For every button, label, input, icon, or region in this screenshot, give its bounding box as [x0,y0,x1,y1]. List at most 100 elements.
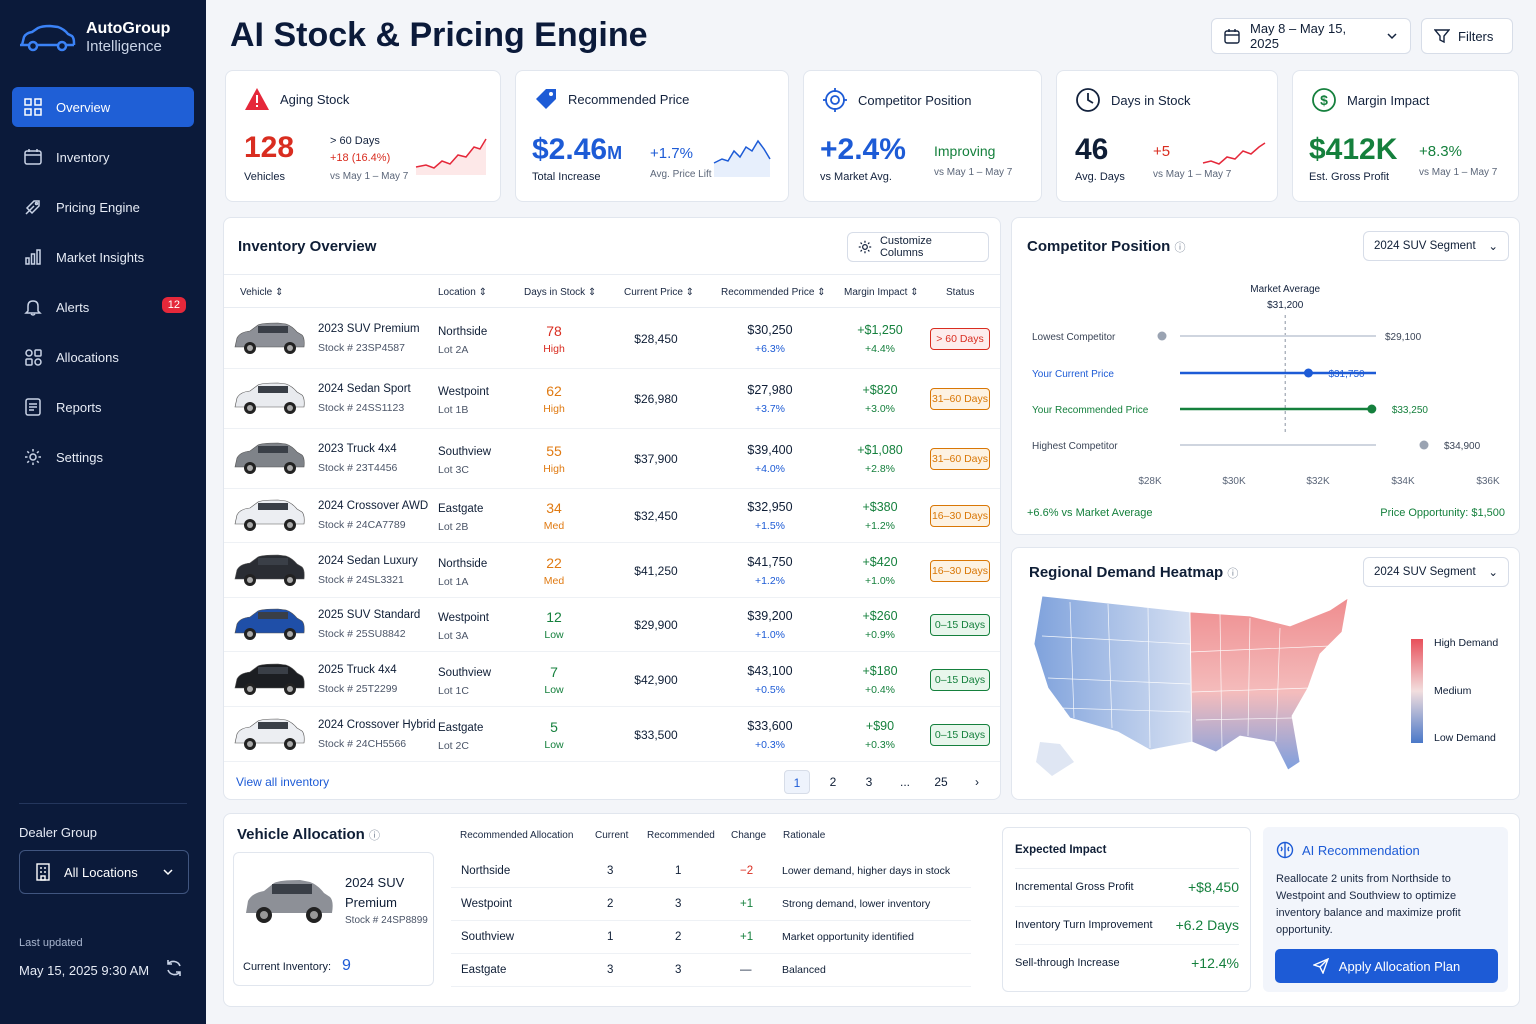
kpi-delta: +18 (16.4%) [330,152,391,164]
page-1[interactable]: 1 [784,770,810,794]
vehicle-location: Eastgate [438,503,484,515]
col-days-in-stock[interactable]: Days in Stock ⇕ [524,287,597,298]
kpi-recommended-price[interactable]: Recommended Price $2.46M Total Increase … [515,70,789,202]
table-row[interactable]: 2023 Truck 4x4 Stock # 23T4456 Southview Lo… [224,429,1000,489]
kpi-days-in-stock[interactable]: Days in Stock 46 Avg. Days +5 vs May 1 –… [1056,70,1278,202]
margin-impact-percent: +0.9% [864,629,896,641]
allocation-recommended: 2 [675,931,682,943]
gear-icon [858,240,872,254]
allocation-row[interactable]: Southview 1 2 +1 Market opportunity identifi… [451,921,971,954]
nav-item-settings[interactable]: Settings [12,437,194,477]
vehicle-lot: Lot 3A [438,630,469,642]
allocation-row[interactable]: Westpoint 2 3 +1 Strong demand, lower invent… [451,888,971,921]
nav-item-alerts[interactable]: Alerts 12 [12,287,194,327]
table-row[interactable]: 2025 SUV Standard Stock # 25SU8842 Westpoi… [224,598,1000,652]
refresh-icon[interactable] [164,958,184,978]
competitor-row-label: Highest Competitor [1032,441,1118,452]
sidebar: AutoGroup Intelligence Overview Inventor… [0,0,206,1024]
recommended-price: $39,200 [747,609,793,623]
vehicle-location: Westpoint [438,386,489,398]
customize-columns-button[interactable]: Customize Columns [847,232,989,262]
kpi-sub: Avg. Days [1075,171,1125,183]
brand-logo[interactable]: AutoGroup Intelligence [18,20,170,56]
allocation-rationale: Market opportunity identified [782,931,914,943]
vehicle-stock: Stock # 24CA7789 [318,519,406,531]
col-margin-impact[interactable]: Margin Impact ⇕ [844,287,919,298]
vehicle-stock: Stock # 23SP4587 [318,342,405,354]
table-row[interactable]: 2023 SUV Premium Stock # 23SP4587 Northsid… [224,309,1000,369]
nav-item-reports[interactable]: Reports [12,387,194,427]
kpi-value: 128 [244,131,295,164]
recommended-price-change: +1.2% [754,574,786,587]
allocation-location: Westpoint [461,898,512,910]
kpi-competitor-position[interactable]: Competitor Position +2.4% vs Market Avg.… [803,70,1042,202]
kpi-compare: vs May 1 – May 7 [1419,167,1498,178]
allocation-recommended: 1 [675,865,682,877]
vehicle-lot: Lot 2C [438,739,469,752]
recommended-price: $39,400 [747,443,793,457]
sparkline-red [1202,142,1266,165]
col-current-price[interactable]: Current Price ⇕ [624,287,695,298]
ai-text: Reallocate 2 units from Northside to Wes… [1276,873,1461,936]
margin-impact-percent: +1.2% [864,520,896,532]
allocation-change: +1 [740,931,754,943]
nav-item-pricing-engine[interactable]: Pricing Engine [12,187,194,227]
table-row[interactable]: 2024 Crossover Hybrid Stock # 24CH5566 Eas… [224,707,1000,762]
page-3[interactable]: 3 [865,775,873,789]
view-all-inventory-link[interactable]: View all inventory [236,775,330,789]
allocation-current: 3 [607,964,614,976]
competitor-segment-select[interactable]: 2024 SUV Segment ⌄ [1363,231,1509,261]
table-row[interactable]: 2025 Truck 4x4 Stock # 25T2299 Southview Lo… [224,652,1000,707]
allocation-vehicle-card[interactable]: 2024 SUV Premium Stock # 24SP8899 Curren… [233,852,434,986]
nav-item-allocations[interactable]: Allocations [12,337,194,377]
chevron-right-icon[interactable]: › [975,775,979,789]
recommended-price-change: +1.0% [754,629,786,641]
nav-item-inventory[interactable]: Inventory [12,137,194,177]
dealer-group-select[interactable]: All Locations [19,850,189,894]
kpi-aging-stock[interactable]: Aging Stock 128 Vehicles > 60 Days +18 (… [225,70,501,202]
filters-button[interactable]: Filters [1421,18,1513,54]
kpi-sub: Est. Gross Profit [1309,171,1390,183]
apply-allocation-plan-button[interactable]: Apply Allocation Plan [1275,949,1498,983]
vehicle-thumbnail [234,608,305,640]
kpi-sub: Total Increase [532,171,601,183]
table-row[interactable]: 2024 Crossover AWD Stock # 24CA7789 Eastga… [224,489,1000,543]
allocation-location: Eastgate [461,964,507,976]
vehicle-location: Southview [438,666,492,679]
margin-impact-percent: +3.0% [864,403,896,415]
allocation-row[interactable]: Eastgate 3 3 — Balanced [451,954,971,987]
pricing-icon [25,200,40,215]
col-location[interactable]: Location ⇕ [438,287,487,298]
page-2[interactable]: 2 [829,775,837,789]
table-row[interactable]: 2024 Sedan Sport Stock # 24SS1123 Westpoin… [224,369,1000,429]
calendar-icon [1224,29,1240,44]
days-in-stock: 34 [546,500,562,516]
vehicle-thumbnail [234,499,305,531]
table-row[interactable]: 2024 Sedan Luxury Stock # 24SL3321 Northsi… [224,543,1000,598]
kpi-margin-impact[interactable]: $ Margin Impact $412K Est. Gross Profit +… [1292,70,1519,202]
inventory-table-header: Vehicle ⇕ Location ⇕ Days in Stock ⇕ Cur… [224,274,1000,308]
ai-title: AI Recommendation [1276,841,1420,859]
nav-item-overview[interactable]: Overview [12,87,194,127]
page-25[interactable]: 25 [934,775,948,789]
ai-recommendation-card: AI Recommendation Reallocate 2 units fro… [1263,827,1508,992]
col-recommended-price[interactable]: Recommended Price ⇕ [721,287,826,298]
allocation-row[interactable]: Northside 3 1 −2 Lower demand, higher days i… [451,855,971,888]
nav-label: Inventory [56,149,110,165]
date-range-picker[interactable]: May 8 – May 15, 2025 [1211,18,1411,54]
kpi-delta: +5 [1153,143,1171,160]
section-title: Inventory Overview [238,238,377,255]
kpi-delta-label: Avg. Price Lift [650,169,712,180]
kpi-compare: vs May 1 – May 7 [330,171,409,182]
heatmap-segment-select[interactable]: 2024 SUV Segment ⌄ [1363,557,1509,587]
vehicle-thumbnail [234,663,305,695]
chart-icon [25,249,41,265]
recommended-price: $27,980 [747,383,793,397]
axis-tick-label: $32K [1306,476,1330,487]
col-vehicle[interactable]: Vehicle ⇕ [240,287,284,298]
section-title: Regional Demand Heatmap ⓘ [1029,564,1239,581]
price-opportunity: Price Opportunity: $1,500 [1380,507,1505,519]
nav-item-market-insights[interactable]: Market Insights [12,237,194,277]
map-west-region [1033,595,1193,751]
competitor-point [1157,331,1167,341]
